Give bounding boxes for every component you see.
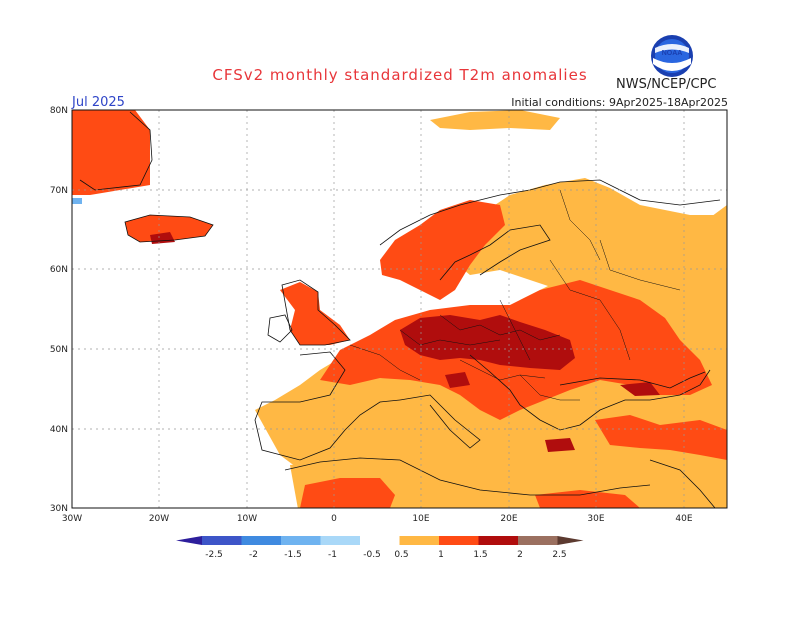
colorbar-segment [281, 536, 321, 545]
colorbar-segment [241, 536, 281, 545]
colorbar-segment [439, 536, 479, 545]
colorbar-label: 2.5 [552, 550, 566, 560]
colorbar-segment [518, 536, 558, 545]
lon-label: 40E [675, 514, 692, 524]
graticule [72, 110, 727, 508]
lon-label: 30E [587, 514, 604, 524]
colorbar-label: 0.5 [394, 550, 408, 560]
colorbar-label: 2 [517, 550, 523, 560]
lat-label: 50N [50, 345, 68, 355]
colorbar-label: -1.5 [284, 550, 302, 560]
colorbar-segment [399, 536, 439, 545]
colorbar-arrow-left [176, 536, 202, 545]
initial-conditions-label: Initial conditions: 9Apr2025-18Apr2025 [511, 96, 728, 109]
agency-label: NWS/NCEP/CPC [616, 77, 717, 92]
colorbar-label: -1 [328, 550, 337, 560]
lon-label: 0 [331, 514, 337, 524]
lat-label: 80N [50, 106, 68, 116]
colorbar-label: 1.5 [473, 550, 487, 560]
noaa-logo-icon: NOAA [651, 35, 693, 77]
latitude-labels: 80N 70N 60N 50N 40N 30N [50, 106, 68, 514]
colorbar-segment [320, 536, 360, 545]
colorbar: -2.5 -2 -1.5 -1 -0.5 0.5 1 1.5 2 2.5 [176, 536, 584, 560]
country-borders [349, 189, 681, 401]
colorbar-label: -0.5 [363, 550, 381, 560]
lat-label: 70N [50, 186, 68, 196]
colorbar-segment [202, 536, 242, 545]
colorbar-label: -2.5 [205, 550, 223, 560]
lat-label: 60N [50, 265, 68, 275]
map-clip-group [72, 110, 727, 508]
lat-label: 30N [50, 504, 68, 514]
logo-text: NOAA [662, 50, 683, 57]
longitude-labels: 30W 20W 10W 0 10E 20E 30E 40E [62, 514, 693, 524]
lon-label: 10W [237, 514, 257, 524]
anomaly-shading-darkred [150, 232, 660, 452]
anomaly-shading-red [72, 110, 727, 508]
colorbar-segment [360, 536, 400, 545]
lon-label: 20W [149, 514, 169, 524]
lon-label: 10E [412, 514, 429, 524]
lat-label: 40N [50, 425, 68, 435]
map-frame [71, 109, 728, 509]
map-title: CFSv2 monthly standardized T2m anomalies [212, 66, 588, 84]
colorbar-segment [478, 536, 518, 545]
colorbar-label: 1 [438, 550, 444, 560]
forecast-month-label: Jul 2025 [72, 95, 125, 110]
colorbar-arrow-right [557, 536, 584, 545]
lon-label: 20E [500, 514, 517, 524]
colorbar-label: -2 [249, 550, 258, 560]
anomaly-shading-blue [72, 198, 82, 204]
lon-label: 30W [62, 514, 82, 524]
